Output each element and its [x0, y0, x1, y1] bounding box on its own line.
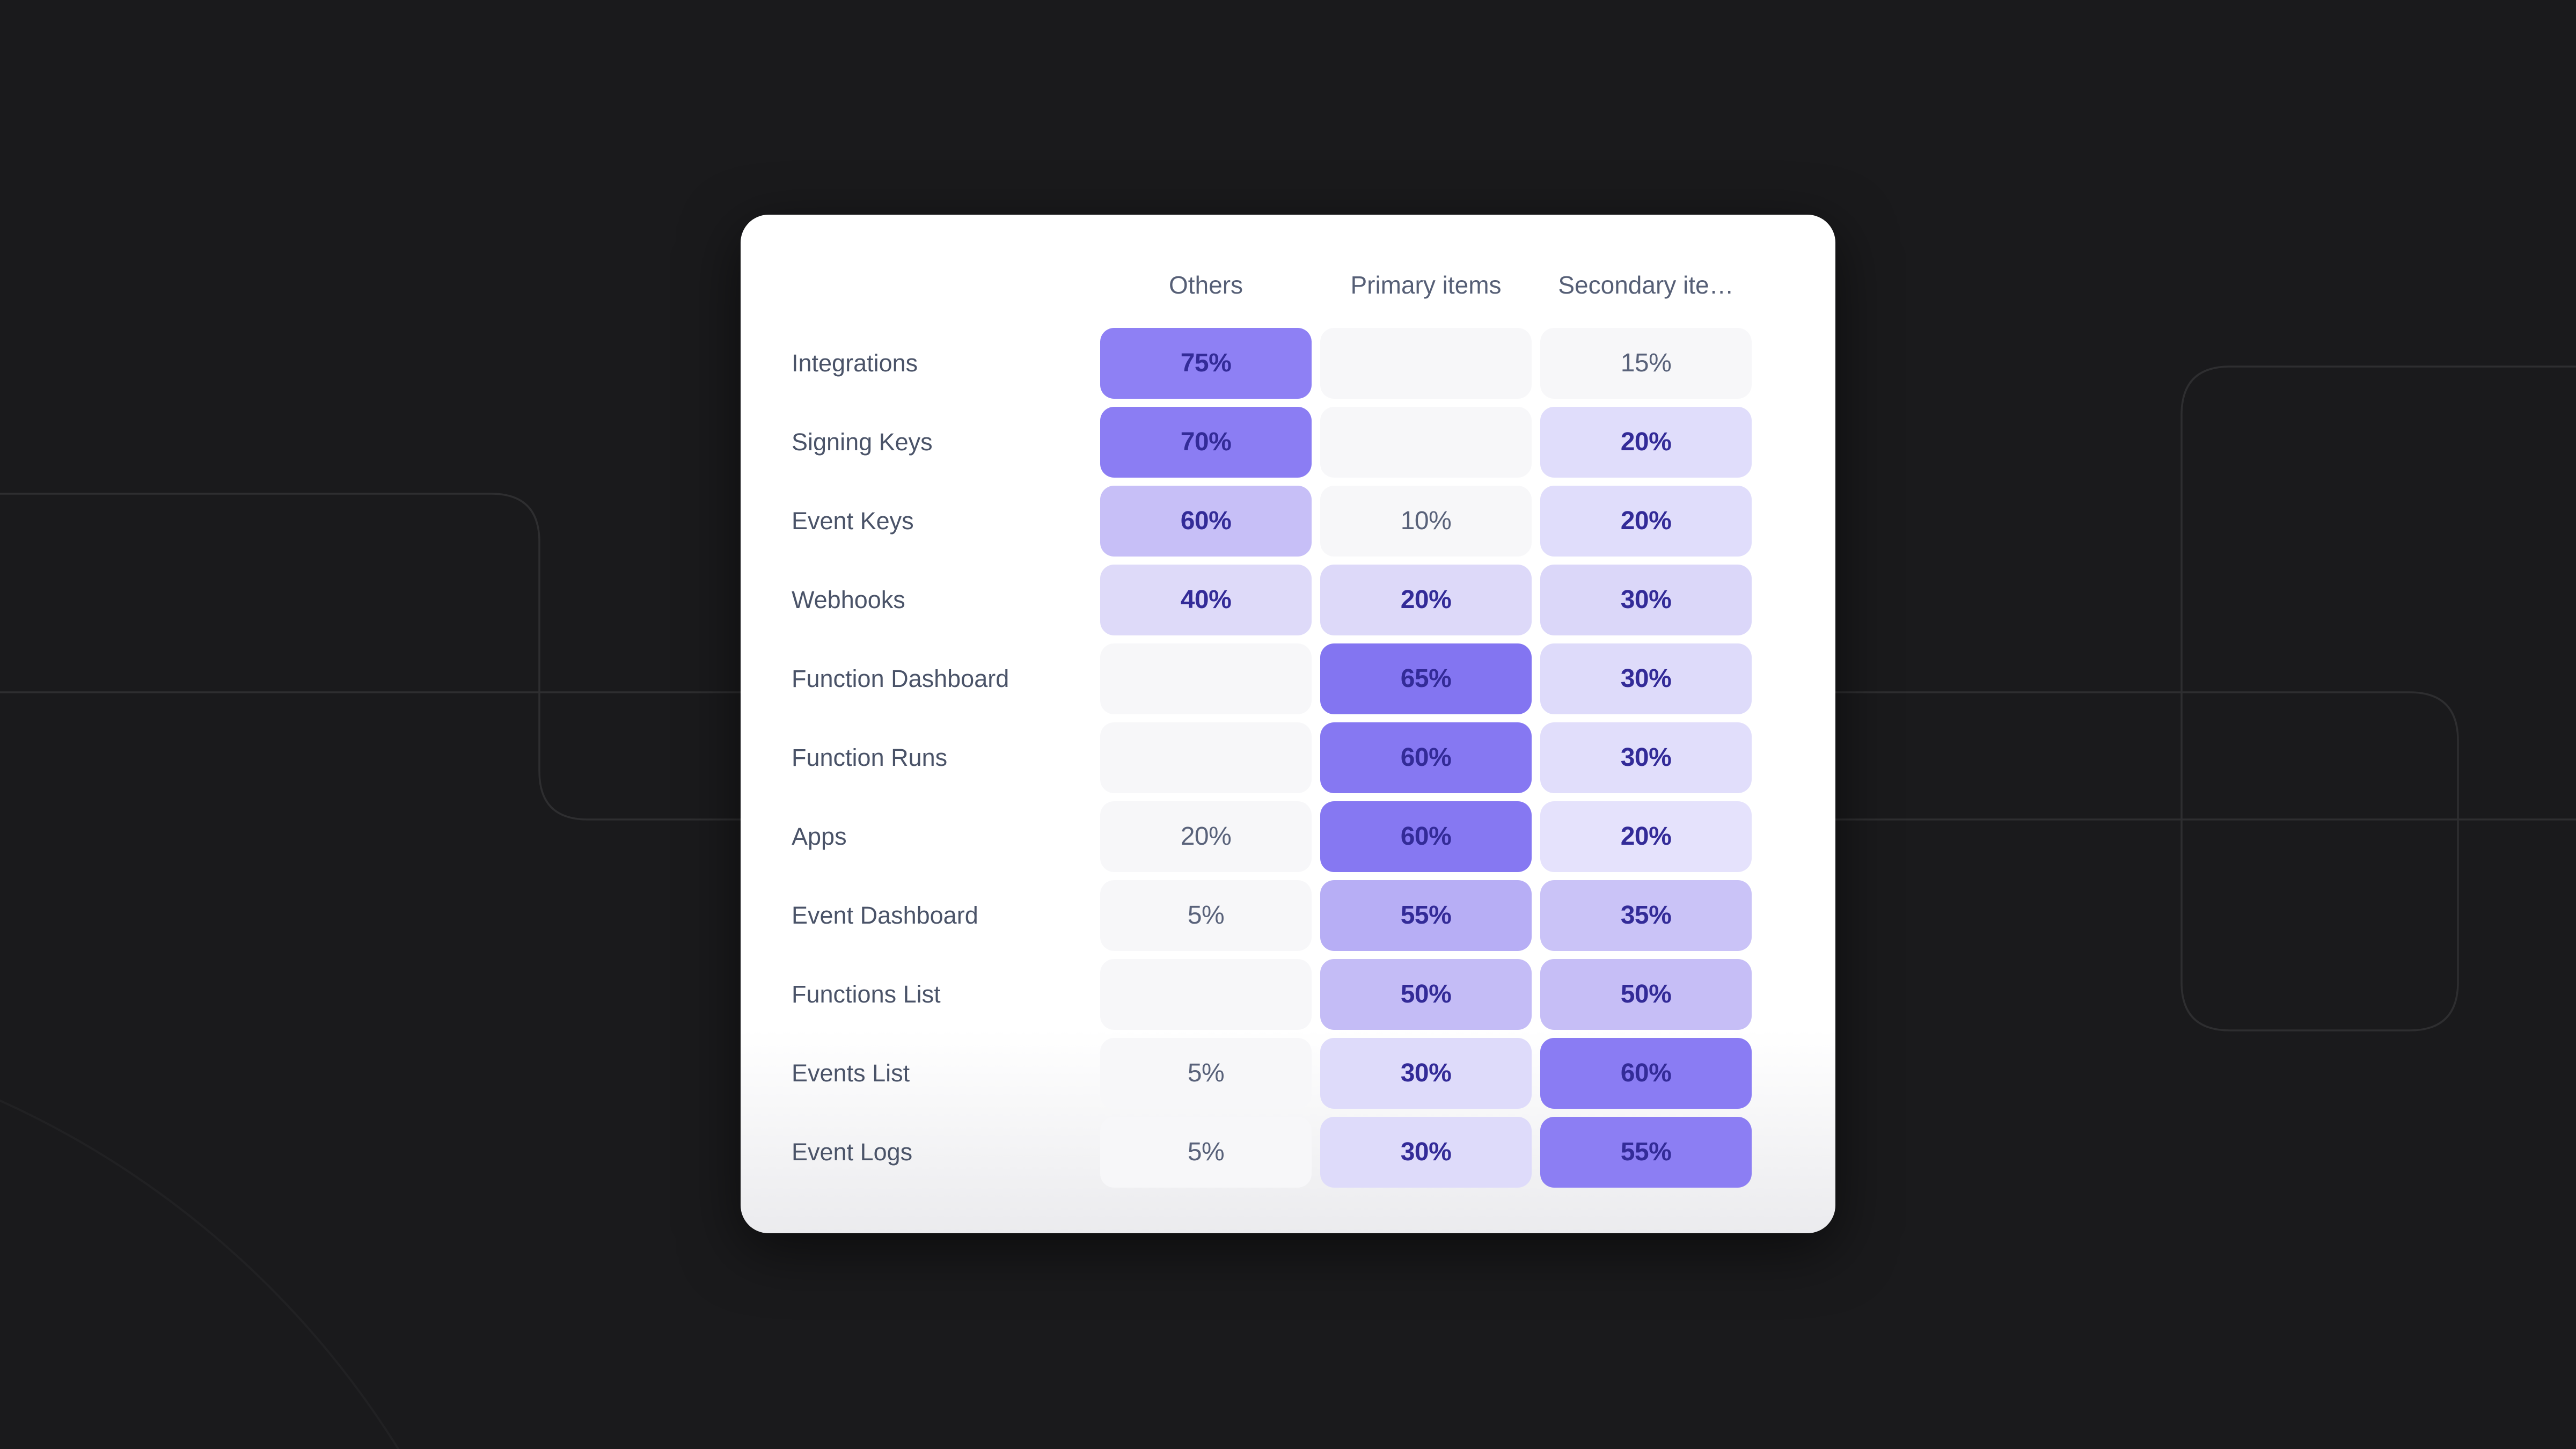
- heatmap-cell: 50%: [1540, 958, 1752, 1030]
- heatmap-row: Function Runs 60% 30%: [741, 718, 1835, 797]
- heatmap-cell: [1100, 643, 1312, 714]
- heatmap-cell: 70%: [1100, 406, 1312, 478]
- heatmap-card: Others Primary items Secondary ite… Inte…: [741, 215, 1835, 1233]
- row-label: Apps: [792, 822, 847, 850]
- heatmap-cell: [1320, 327, 1532, 399]
- heatmap-cell: 55%: [1320, 880, 1532, 951]
- heatmap-cell: 75%: [1100, 327, 1312, 399]
- row-label: Functions List: [792, 980, 941, 1008]
- heatmap-cell: 60%: [1540, 1037, 1752, 1109]
- heatmap-cell: 10%: [1320, 485, 1532, 557]
- heatmap-row: Event Dashboard 5% 55% 35%: [741, 876, 1835, 955]
- heatmap-cell: 5%: [1100, 1037, 1312, 1109]
- pipe-outline-upper: [0, 493, 2576, 821]
- column-header-others: Others: [1168, 271, 1243, 299]
- row-label: Function Dashboard: [792, 664, 1009, 692]
- heatmap-cell: [1100, 958, 1312, 1030]
- heatmap-cell: 30%: [1540, 564, 1752, 635]
- row-label: Function Runs: [792, 743, 948, 771]
- row-label: Event Logs: [792, 1138, 913, 1166]
- heatmap-cell: [1320, 406, 1532, 478]
- heatmap-row: Event Keys 60% 10% 20%: [741, 481, 1835, 560]
- heatmap-cell: 35%: [1540, 880, 1752, 951]
- row-label: Event Keys: [792, 507, 914, 535]
- heatmap-cell: 60%: [1320, 722, 1532, 793]
- row-label: Event Dashboard: [792, 901, 978, 929]
- heatmap-cell: 60%: [1320, 801, 1532, 872]
- heatmap-row: Event Logs 5% 30% 55%: [741, 1113, 1835, 1191]
- column-header-secondary-items: Secondary ite…: [1558, 271, 1734, 299]
- heatmap-cell: 20%: [1320, 564, 1532, 635]
- heatmap-cell: 30%: [1540, 722, 1752, 793]
- column-header-primary-items: Primary items: [1350, 271, 1502, 299]
- heatmap-row: Functions List 50% 50%: [741, 955, 1835, 1034]
- heatmap-row: Events List 5% 30% 60%: [741, 1034, 1835, 1113]
- row-label: Events List: [792, 1059, 910, 1087]
- heatmap-cell: 30%: [1320, 1037, 1532, 1109]
- column-header-row: Others Primary items Secondary ite…: [741, 215, 1835, 324]
- heatmap-cell: 30%: [1320, 1116, 1532, 1188]
- heatmap-cell: 20%: [1540, 406, 1752, 478]
- heatmap-cell: 65%: [1320, 643, 1532, 714]
- heatmap-cell: 20%: [1540, 801, 1752, 872]
- pipe-outline-lower: [0, 365, 2576, 1031]
- heatmap-row: Apps 20% 60% 20%: [741, 797, 1835, 876]
- heatmap-row: Integrations 75% 15%: [741, 324, 1835, 402]
- heatmap-cell: 5%: [1100, 1116, 1312, 1188]
- heatmap-cell: 40%: [1100, 564, 1312, 635]
- heatmap-row: Signing Keys 70% 20%: [741, 402, 1835, 481]
- heatmap-cell: [1100, 722, 1312, 793]
- heatmap-cell: 55%: [1540, 1116, 1752, 1188]
- heatmap-cell: 20%: [1100, 801, 1312, 872]
- heatmap-cell: 5%: [1100, 880, 1312, 951]
- heatmap-cell: 30%: [1540, 643, 1752, 714]
- heatmap-cell: 60%: [1100, 485, 1312, 557]
- heatmap-rows: Integrations 75% 15% Signing Keys 70% 20…: [741, 324, 1835, 1191]
- heatmap-cell: 20%: [1540, 485, 1752, 557]
- heatmap-row: Webhooks 40% 20% 30%: [741, 560, 1835, 639]
- faint-arc-decoration: [0, 1099, 400, 1449]
- heatmap-cell: 50%: [1320, 958, 1532, 1030]
- row-label: Integrations: [792, 349, 918, 377]
- row-label: Webhooks: [792, 586, 905, 613]
- heatmap-cell: 15%: [1540, 327, 1752, 399]
- heatmap-row: Function Dashboard 65% 30%: [741, 639, 1835, 718]
- row-label: Signing Keys: [792, 428, 933, 456]
